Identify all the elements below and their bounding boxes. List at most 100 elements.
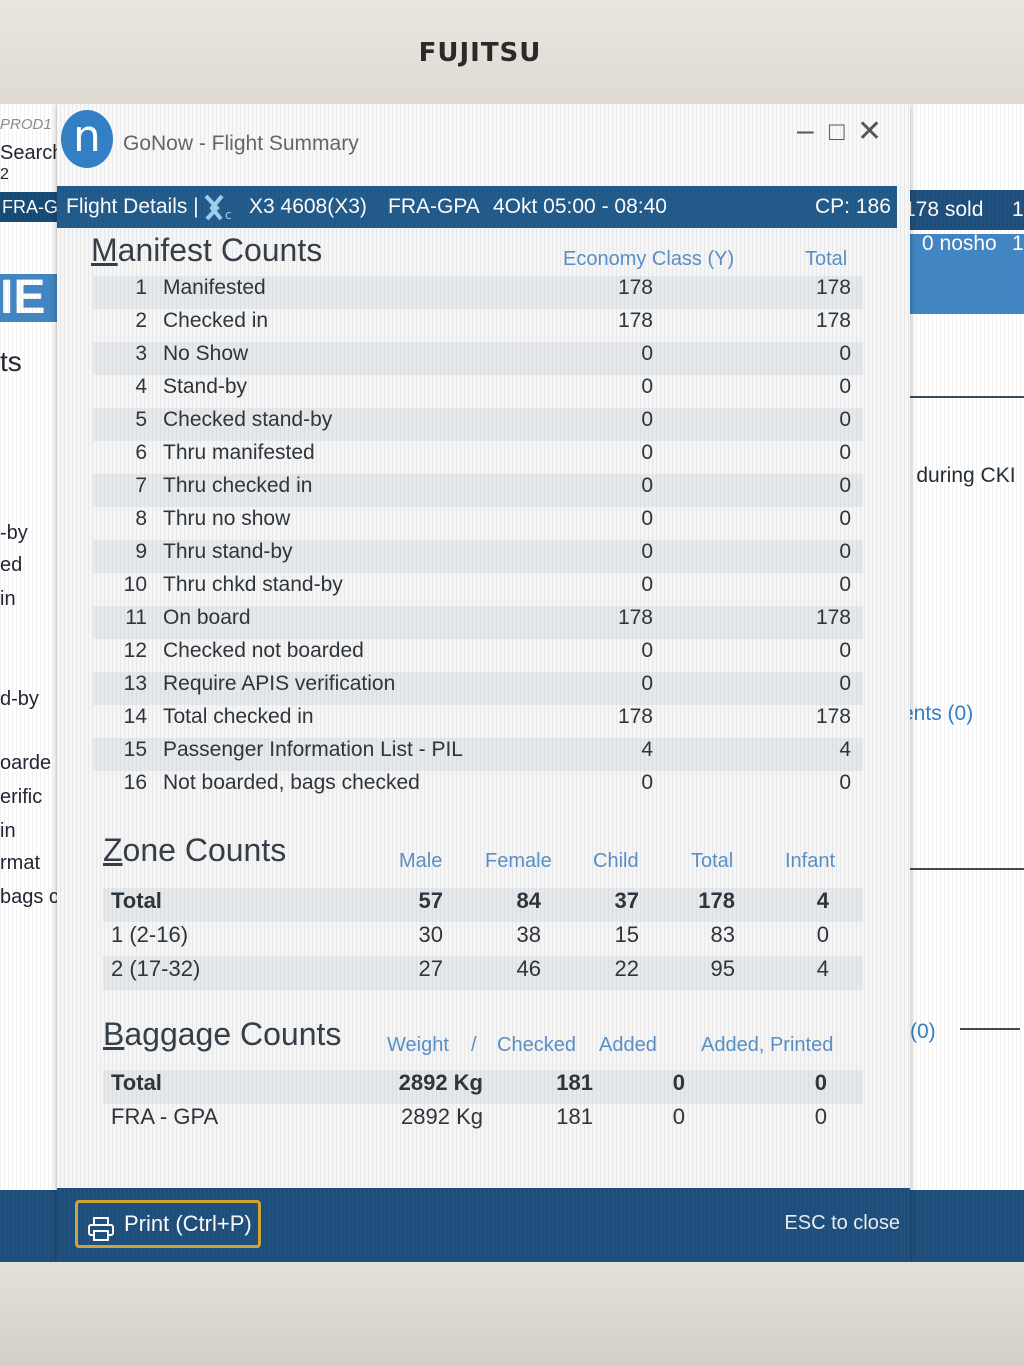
manifest-row-number: 2 <box>135 309 147 332</box>
baggage-row-checked: 181 <box>556 1070 593 1095</box>
manifest-row-number: 16 <box>123 771 147 794</box>
manifest-row: 7 Thru checked in 0 0 <box>93 474 863 507</box>
background-app-left: PROD1 Search 2 FRA-G IE ts -by ed in d-b… <box>0 104 60 1262</box>
manifest-row-label: Not boarded, bags checked <box>163 771 420 794</box>
maximize-button[interactable]: □ <box>829 116 845 146</box>
zone-row-infant: 4 <box>816 956 829 981</box>
background-footer <box>896 1190 1024 1262</box>
zone-row-female: 84 <box>516 888 541 913</box>
zone-row: Total 57 84 37 178 4 <box>103 888 863 922</box>
close-button[interactable]: ✕ <box>857 115 883 148</box>
zone-row-child: 15 <box>614 922 639 947</box>
manifest-row-total-value: 178 <box>815 705 851 728</box>
title-bar[interactable]: n GoNow - Flight Summary – □ ✕ <box>57 104 910 186</box>
during-ckin-text: s during CKI <box>900 464 1016 487</box>
zone-row: 1 (2-16) 30 38 15 83 0 <box>103 922 863 956</box>
baggage-counts-title: Baggage Counts <box>103 1016 342 1052</box>
manifest-row-label: Checked in <box>163 309 269 332</box>
bg-right-strip <box>896 190 1024 230</box>
zone-row-child: 22 <box>614 956 639 981</box>
zone-row-male: 30 <box>418 922 443 947</box>
baggage-row-label: FRA - GPA <box>111 1104 219 1129</box>
zone-row-child: 37 <box>614 888 639 913</box>
zone-row-male: 57 <box>418 888 443 913</box>
flight-details-label: Flight Details | <box>66 195 199 218</box>
manifest-row-economy-value: 178 <box>617 276 653 299</box>
manifest-row-number: 13 <box>123 672 147 695</box>
manifest-row-number: 11 <box>125 606 147 629</box>
manifest-row-number: 14 <box>123 705 147 728</box>
economy-class-header: Economy Class (Y) <box>563 248 735 270</box>
divider <box>904 396 1024 398</box>
manifest-row-economy-value: 0 <box>641 507 653 530</box>
monitor-brand-logo: FUJITSU <box>418 38 542 68</box>
zone-row-female: 38 <box>516 922 541 947</box>
manifest-row-number: 15 <box>123 738 147 761</box>
svg-text:c: c <box>225 208 232 222</box>
flight-route: FRA-GPA <box>388 195 480 218</box>
background-band <box>0 274 60 322</box>
manifest-row-economy-value: 0 <box>641 672 653 695</box>
manifest-row-label: Thru chkd stand-by <box>163 573 343 596</box>
print-button[interactable]: Print (Ctrl+P) <box>75 1200 261 1248</box>
manifest-row-number: 7 <box>135 474 147 497</box>
sold-suffix: 1 <box>1012 198 1024 221</box>
manifest-row-economy-value: 178 <box>617 309 653 332</box>
manifest-row-number: 9 <box>135 540 147 563</box>
search-label[interactable]: Search <box>0 142 60 164</box>
zone-row-infant: 0 <box>816 922 829 947</box>
esc-to-close-hint: ESC to close <box>784 1212 900 1234</box>
manifest-row: 16 Not boarded, bags checked 0 0 <box>93 771 863 804</box>
manifest-row: 1 Manifested 178 178 <box>93 276 863 309</box>
bg-list-item: in <box>0 588 16 610</box>
manifest-row: 5 Checked stand-by 0 0 <box>93 408 863 441</box>
minimize-button[interactable]: – <box>797 114 814 147</box>
zone-row-male: 27 <box>418 956 443 981</box>
sold-count: 178 sold <box>904 198 984 221</box>
manifest-row: 6 Thru manifested 0 0 <box>93 441 863 474</box>
baggage-row: Total 2892 Kg 181 0 0 <box>103 1070 863 1104</box>
baggage-row-added-printed: 0 <box>814 1070 827 1095</box>
bg-list-item: -by <box>0 522 28 544</box>
manifest-row-economy-value: 178 <box>617 606 653 629</box>
manifest-row-number: 1 <box>135 276 147 299</box>
ents-link[interactable]: ents (0) <box>902 702 974 725</box>
zone-header-female: Female <box>485 850 552 872</box>
background-app-right: 178 sold 1 0 nosho 1 s during CKI ents (… <box>896 104 1024 1262</box>
zone-counts-title: Zone Counts <box>103 832 287 868</box>
manifest-row-economy-value: 0 <box>641 375 653 398</box>
divider <box>960 1028 1020 1030</box>
manifest-row: 3 No Show 0 0 <box>93 342 863 375</box>
window-title: GoNow - Flight Summary <box>123 132 359 155</box>
bg-list-item: oarde <box>0 752 52 774</box>
zone-row-label: Total <box>111 888 162 913</box>
manifest-row-economy-value: 4 <box>641 738 653 761</box>
baggage-row-added: 0 <box>672 1070 685 1095</box>
zone-header-child: Child <box>593 850 639 872</box>
baggage-header-added: Added <box>599 1034 657 1056</box>
zero-link[interactable]: (0) <box>910 1020 936 1043</box>
manifest-row-economy-value: 0 <box>641 408 653 431</box>
manifest-row: 9 Thru stand-by 0 0 <box>93 540 863 573</box>
flight-summary-dialog: n GoNow - Flight Summary – □ ✕ Flight De… <box>57 104 910 1262</box>
baggage-row-weight: 2892 Kg <box>401 1104 483 1129</box>
manifest-row-label: Thru stand-by <box>163 540 293 563</box>
manifest-row-total-value: 0 <box>839 474 851 497</box>
manifest-row-economy-value: 0 <box>641 540 653 563</box>
manifest-row-total-value: 0 <box>839 441 851 464</box>
manifest-row-total-value: 0 <box>839 573 851 596</box>
flight-number: X3 4608(X3) <box>249 195 367 218</box>
manifest-row-number: 5 <box>135 408 147 431</box>
baggage-row-checked: 181 <box>556 1104 593 1129</box>
manifest-row-label: Stand-by <box>163 375 248 398</box>
manifest-row-label: Thru checked in <box>163 474 313 497</box>
manifest-row-number: 6 <box>135 441 147 464</box>
manifest-row-total-value: 0 <box>839 375 851 398</box>
zone-row-infant: 4 <box>816 888 829 913</box>
manifest-row-total-value: 4 <box>839 738 851 761</box>
airline-logo-icon: c <box>203 192 239 222</box>
manifest-row-number: 10 <box>123 573 147 596</box>
zone-header-male: Male <box>399 850 443 872</box>
manifest-row-total-value: 0 <box>839 672 851 695</box>
manifest-row: 11 On board 178 178 <box>93 606 863 639</box>
